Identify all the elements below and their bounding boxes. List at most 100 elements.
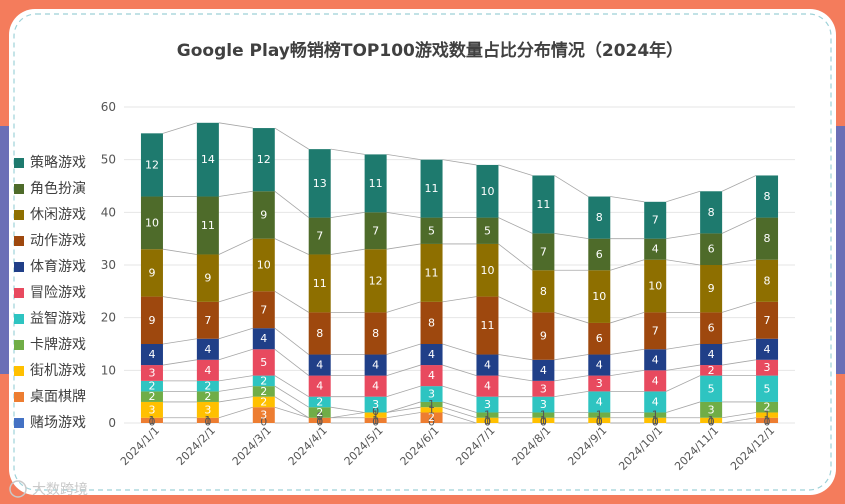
legend-label: 策略游戏 xyxy=(30,154,86,171)
bar-segment xyxy=(644,349,667,371)
data-label: 7 xyxy=(652,324,659,337)
bar-segment xyxy=(140,365,163,381)
watermark-logo-icon xyxy=(9,480,27,498)
data-label: 0 xyxy=(764,416,771,429)
bar-segment xyxy=(700,365,723,376)
data-label: 3 xyxy=(428,388,435,401)
data-label: 3 xyxy=(204,403,211,416)
data-label: 4 xyxy=(428,348,435,361)
series-connector-line xyxy=(162,248,197,255)
data-label: 1 xyxy=(596,409,603,422)
data-label: 4 xyxy=(372,359,379,372)
bar-segment xyxy=(420,365,443,387)
legend-swatch xyxy=(14,210,24,220)
data-label: 0 xyxy=(484,416,491,429)
data-label: 10 xyxy=(648,280,662,293)
bar-segment xyxy=(364,375,387,397)
data-label: 7 xyxy=(372,224,379,237)
series-connector-line xyxy=(386,243,421,250)
data-label: 4 xyxy=(652,353,659,366)
data-label: 3 xyxy=(540,398,547,411)
bar-segment xyxy=(700,375,723,402)
series-connector-line xyxy=(554,391,589,398)
data-label: 9 xyxy=(204,272,211,285)
series-connector-line xyxy=(386,301,421,313)
bar-segment xyxy=(756,301,779,339)
series-connector-line xyxy=(554,354,589,361)
bar-segment xyxy=(588,322,611,355)
data-label: 11 xyxy=(425,266,439,279)
series-connector-line xyxy=(162,359,197,366)
legend-swatch xyxy=(14,392,24,402)
data-label: 4 xyxy=(204,364,211,377)
bar-segment xyxy=(588,196,611,239)
legend-label: 动作游戏 xyxy=(30,233,86,249)
data-label: 4 xyxy=(148,348,155,361)
data-label: 4 xyxy=(764,343,771,356)
data-label: 1 xyxy=(652,409,659,422)
data-label: 9 xyxy=(260,208,267,221)
data-label: 1 xyxy=(484,409,491,422)
bar-segment xyxy=(140,133,163,197)
data-label: 12 xyxy=(257,153,271,166)
watermark: 大数跨境 xyxy=(9,480,88,498)
bar-segment xyxy=(196,417,219,423)
bar-segment xyxy=(308,407,331,418)
bar-segment xyxy=(588,412,611,418)
legend-swatch xyxy=(14,236,24,246)
series-connector-line xyxy=(274,406,309,419)
data-label: 2 xyxy=(204,380,211,393)
data-label: 1 xyxy=(372,414,379,427)
bar-segment xyxy=(588,238,611,271)
series-connector-line xyxy=(666,259,701,266)
bar-segment xyxy=(196,391,219,402)
series-connector-line xyxy=(666,375,701,392)
data-label: 11 xyxy=(425,182,439,195)
left-side-band xyxy=(0,126,9,374)
bar-segment xyxy=(420,344,443,366)
bar-segment xyxy=(364,354,387,376)
series-connector-line xyxy=(666,343,701,350)
bar-segment xyxy=(476,354,499,376)
legend-label: 角色扮演 xyxy=(30,180,86,197)
series-connector-line xyxy=(386,385,421,398)
watermark-text: 大数跨境 xyxy=(32,482,88,498)
bar-segment xyxy=(644,417,667,423)
data-label: 0 xyxy=(428,416,435,429)
bar-segment xyxy=(532,412,555,418)
series-connector-line xyxy=(274,375,309,398)
series-connector-line xyxy=(610,348,645,355)
bar-segment xyxy=(644,259,667,313)
series-connector-line xyxy=(442,412,477,424)
bar-segment xyxy=(252,396,275,408)
bar-segment xyxy=(476,296,499,355)
data-label: 4 xyxy=(652,395,659,408)
bar-segment xyxy=(756,259,779,302)
series-connector-line xyxy=(218,396,253,403)
data-label: 0 xyxy=(652,416,659,429)
data-label: 8 xyxy=(708,206,715,219)
series-connector-line xyxy=(386,154,421,161)
data-label: 2 xyxy=(204,390,211,403)
bar-segment xyxy=(252,191,275,239)
bar-segment xyxy=(476,164,499,218)
bar-segment xyxy=(140,401,163,418)
data-label: 2 xyxy=(428,411,435,424)
data-label: 13 xyxy=(313,177,327,190)
series-connector-line xyxy=(498,164,533,176)
data-label: 7 xyxy=(260,303,267,316)
bar-segment xyxy=(700,191,723,234)
bar-segment xyxy=(420,407,443,413)
data-label: 7 xyxy=(764,314,771,327)
bar-segment xyxy=(588,270,611,323)
bar-segment xyxy=(476,417,499,423)
bar-segment xyxy=(644,391,667,413)
data-label: 3 xyxy=(540,382,547,395)
bar-segment xyxy=(364,154,387,213)
series-connector-line xyxy=(386,401,421,413)
bar-segment xyxy=(308,354,331,376)
data-label: 9 xyxy=(148,266,155,279)
series-connector-line xyxy=(554,375,589,382)
bar-segment xyxy=(140,249,163,297)
series-connector-line xyxy=(274,127,309,150)
